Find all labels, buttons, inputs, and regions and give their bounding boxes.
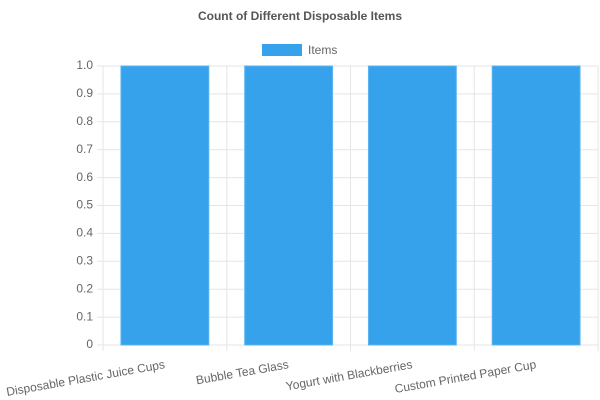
bar [244,65,334,346]
x-tick-label: Disposable Plastic Juice Cups [5,357,166,399]
chart-title: Count of Different Disposable Items [198,9,402,23]
legend-label: Items [308,43,337,57]
y-tick-label: 0.2 [76,281,93,295]
y-tick-label: 0.1 [76,309,93,323]
x-tick-label: Bubble Tea Glass [195,357,290,387]
y-tick-label: 0.3 [76,253,93,267]
y-tick-label: 0.4 [76,226,93,240]
bar [367,65,457,346]
y-tick-label: 0.9 [76,86,93,100]
y-tick-label: 1.0 [76,58,93,72]
x-tick-label: Custom Printed Paper Cup [394,357,538,396]
y-tick-label: 0.5 [76,198,93,212]
y-tick-label: 0.7 [76,142,93,156]
y-tick-label: 0.8 [76,114,93,128]
y-tick-label: 0 [86,337,93,351]
bar [120,65,210,346]
legend-swatch [262,44,302,56]
y-tick-label: 0.6 [76,170,93,184]
bar [491,65,581,346]
